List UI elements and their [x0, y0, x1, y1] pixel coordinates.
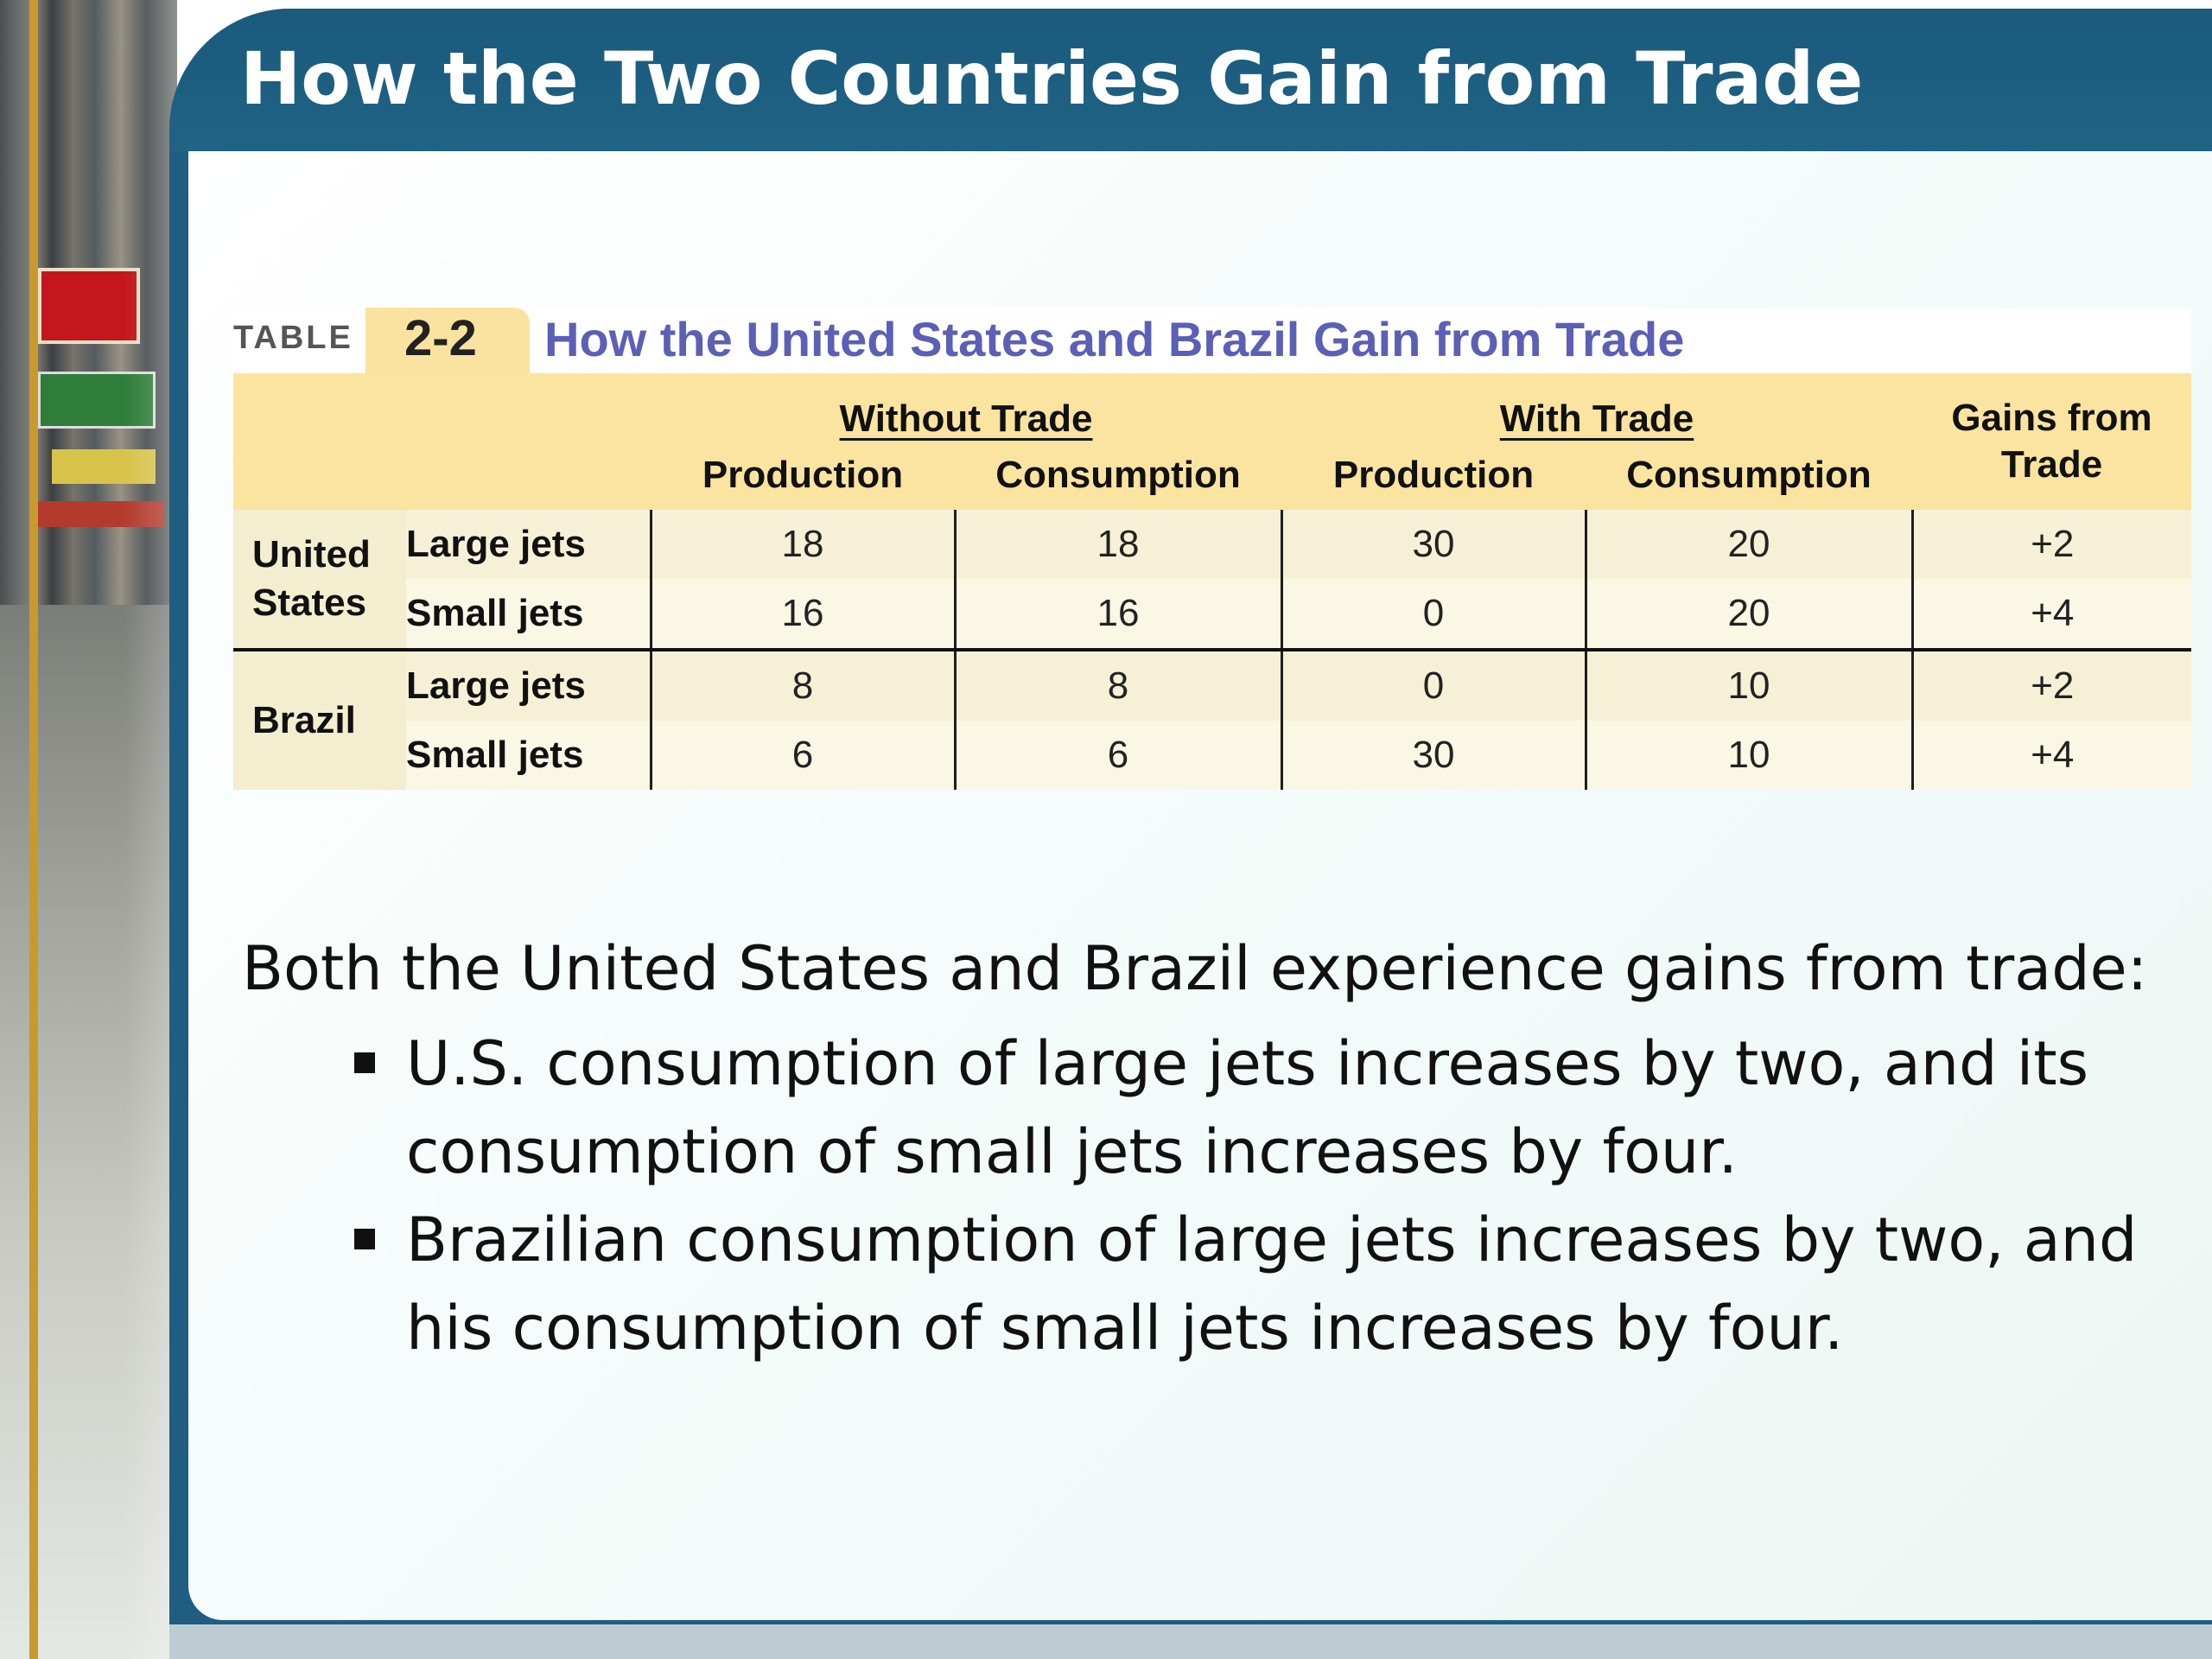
bullet-text: Brazilian consumption of large jets incr…	[406, 1205, 2138, 1363]
value-cell: +4	[1910, 721, 2192, 790]
value-cell: 18	[649, 510, 955, 579]
table-row: United States Large jets 18 18 30 20 +2	[233, 510, 2192, 650]
accent-line	[29, 0, 38, 1659]
table-number: 2-2	[404, 310, 477, 366]
value-cell: 6	[649, 721, 955, 790]
table-row: Brazil Large jets 8 8 0 10 +2	[233, 648, 2192, 790]
value-cell: 16	[649, 579, 955, 650]
storefront-sign	[38, 372, 156, 429]
value-cell: 20	[1584, 510, 1913, 579]
country-cell: Brazil	[233, 648, 406, 790]
value-cell: +2	[1910, 510, 2192, 579]
country-name: Brazil	[252, 699, 356, 741]
group-with-trade: With Trade	[1499, 397, 1694, 440]
table-number-tab	[365, 308, 530, 377]
col-header-consumption: Consumption	[955, 441, 1282, 510]
value-cell: 16	[953, 579, 1282, 650]
country-name: United States	[252, 533, 371, 624]
bottom-bar	[169, 1624, 2212, 1659]
table-column-header-row: Production Consumption Production Consum…	[233, 441, 2191, 510]
body-intro: Both the United States and Brazil experi…	[242, 933, 2148, 1004]
value-cell: 8	[649, 648, 955, 721]
value-cell: 0	[1280, 579, 1586, 650]
good-cell: Small jets	[406, 579, 651, 650]
value-cell: 0	[1280, 648, 1586, 721]
photo-fade	[0, 0, 177, 1659]
value-cell: 30	[1280, 510, 1586, 579]
table-caption: How the United States and Brazil Gain fr…	[544, 312, 1685, 366]
value-cell: +4	[1910, 579, 2192, 650]
bullet-item: Brazilian consumption of large jets incr…	[354, 1196, 2152, 1372]
value-cell: 10	[1584, 648, 1913, 721]
col-header-production: Production	[1281, 441, 1586, 510]
slide-title: How the Two Countries Gain from Trade	[240, 36, 1864, 121]
col-header-production: Production	[651, 441, 955, 510]
good-cell: Small jets	[406, 721, 651, 790]
background-photo	[0, 0, 177, 1659]
group-without-trade: Without Trade	[839, 397, 1093, 440]
country-cell: United States	[233, 510, 406, 650]
trade-table: Without Trade With Trade Gains from Trad…	[233, 373, 2192, 790]
table-group-header-row: Without Trade With Trade Gains from Trad…	[233, 373, 2192, 510]
storefront-sign	[52, 449, 156, 484]
col-header-consumption: Consumption	[1586, 441, 1913, 510]
value-cell: 8	[953, 648, 1282, 721]
value-cell: 10	[1584, 721, 1913, 790]
value-cell: 18	[953, 510, 1282, 579]
table-header-strip	[233, 308, 2191, 373]
square-bullet-icon	[354, 1052, 375, 1073]
storefront-sign	[35, 501, 164, 527]
bullet-text: U.S. consumption of large jets increases…	[406, 1028, 2089, 1187]
bullet-item: U.S. consumption of large jets increases…	[354, 1020, 2152, 1196]
value-cell: +2	[1910, 648, 2192, 721]
good-cell: Large jets	[406, 510, 651, 579]
table-row: Small jets 16 16 0 20 +4	[233, 579, 2192, 650]
value-cell: 20	[1584, 579, 1913, 650]
storefront-sign	[38, 268, 140, 344]
value-cell: 30	[1280, 721, 1586, 790]
value-cell: 6	[953, 721, 1282, 790]
square-bullet-icon	[354, 1229, 375, 1249]
group-gains-from-trade: Gains from Trade	[1951, 397, 2152, 486]
bullet-list: U.S. consumption of large jets increases…	[354, 1020, 2152, 1372]
good-cell: Large jets	[406, 648, 651, 721]
table-label: TABLE	[233, 320, 353, 356]
table-row: Small jets 6 6 30 10 +4	[233, 721, 2192, 790]
title-bar	[169, 9, 2212, 151]
